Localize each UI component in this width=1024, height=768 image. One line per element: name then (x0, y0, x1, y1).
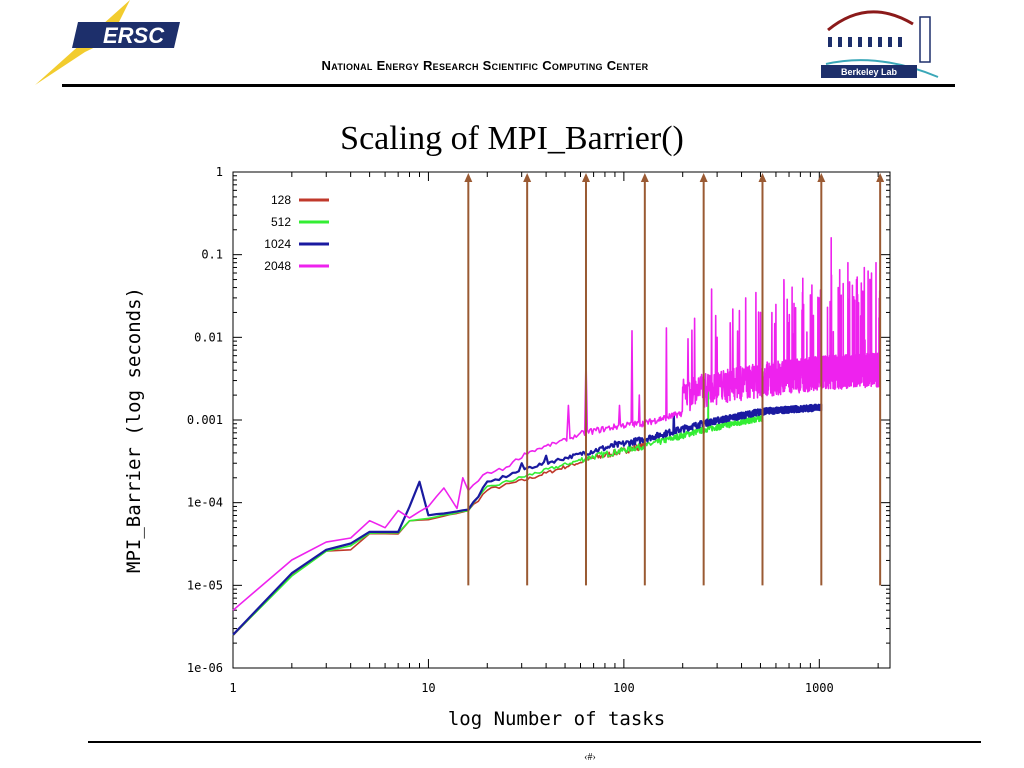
y-tick-label: 0.01 (194, 330, 223, 344)
nersc-banner (72, 22, 180, 48)
berkeley-lab-logo: Berkeley Lab (821, 10, 939, 78)
y-tick-label: 1e-04 (187, 496, 223, 510)
legend-label-512: 512 (271, 215, 291, 229)
y-tick-label: 1e-05 (187, 578, 223, 592)
y-tick-label: 1 (216, 165, 223, 179)
y-tick-label: 0.1 (201, 248, 223, 262)
lab-banner (821, 65, 917, 78)
y-tick-label: 1e-06 (187, 661, 223, 675)
y-axis-label: MPI_Barrier (log seconds) (123, 287, 145, 573)
page-number: ‹#› (584, 752, 596, 763)
hill-icon (825, 59, 939, 78)
x-axis-label: log Number of tasks (448, 708, 665, 730)
x-tick-label: 10 (421, 681, 435, 695)
x-tick-label: 1000 (805, 681, 834, 695)
x-tick-label: 1 (229, 681, 236, 695)
arrow-head-256 (699, 173, 708, 182)
header-rule (62, 84, 955, 87)
arrow-head-512 (758, 173, 767, 182)
footer-rule (88, 741, 981, 743)
lab-logo-text: Berkeley Lab (841, 67, 898, 77)
chart: 1 10 100 1000 1 0.1 0.01 0.001 1e-04 1e-05 1e-06 lo… (123, 165, 891, 730)
legend-label-1024: 1024 (264, 237, 291, 251)
arrow-head-1024 (817, 173, 826, 182)
plot-area: 1 10 100 1000 1 0.1 0.01 0.001 1e-04 1e-05 1e-06 lo… (123, 165, 891, 730)
org-name: National Energy Research Scientific Comp… (321, 58, 649, 73)
nersc-logo: ERSC (35, 0, 180, 85)
tower-icon (919, 16, 931, 63)
arrow-head-64 (581, 173, 590, 182)
legend-label-128: 128 (271, 193, 291, 207)
x-tick-label: 100 (613, 681, 635, 695)
arrow-head-16 (464, 173, 473, 182)
arrow-head-2048 (876, 173, 885, 182)
slide-title: Scaling of MPI_Barrier() (340, 120, 684, 157)
arrow-head-32 (523, 173, 532, 182)
nersc-logo-text: ERSC (103, 23, 165, 48)
arc-icon (827, 10, 914, 32)
legend-label-2048: 2048 (264, 259, 291, 273)
plot-frame (232, 171, 891, 669)
arrow-head-128 (640, 173, 649, 182)
y-tick-label: 0.001 (187, 413, 223, 427)
building-icon (828, 37, 902, 47)
